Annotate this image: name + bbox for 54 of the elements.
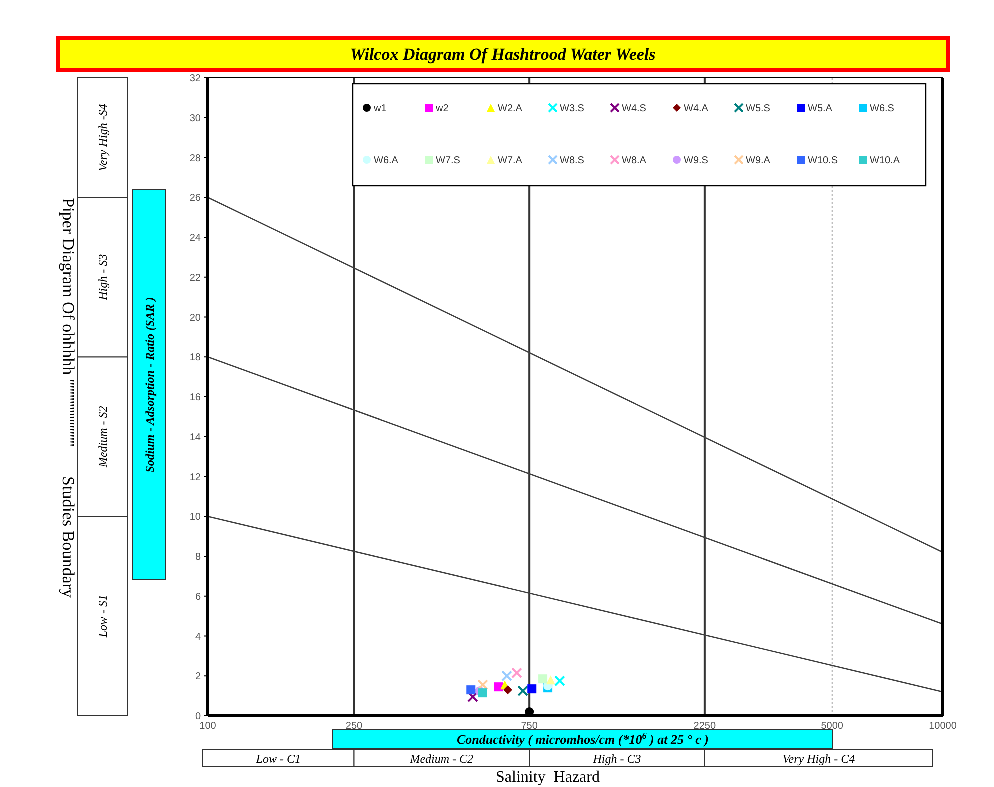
x-tick-label: 10000 xyxy=(929,721,958,732)
y-tick-label: 12 xyxy=(190,472,202,484)
legend-label: W10.S xyxy=(808,156,838,166)
y-tick-label: 28 xyxy=(190,153,202,164)
text: High - C3 xyxy=(592,752,642,766)
x-tick-label: 5000 xyxy=(821,721,844,732)
text: Very High - C4 xyxy=(782,752,856,766)
x-axis-title: Conductivity ( micromhos/cm (*10$^{6}$ ) at 25 ° c ) xyxy=(456,731,710,747)
y-tick-label: 14 xyxy=(190,432,202,444)
legend-label: W7.S xyxy=(436,156,461,166)
legend-label: W6.A xyxy=(374,156,399,166)
legend-label: W8.S xyxy=(560,156,585,166)
legend-label: W5.S xyxy=(746,104,771,114)
y-tick-label: 30 xyxy=(190,113,202,124)
x-tick-label: 750 xyxy=(521,721,538,732)
legend-label: w1 xyxy=(373,104,388,114)
y-tick-label: 26 xyxy=(190,193,202,204)
text: Low - S1 xyxy=(96,594,110,639)
legend-label: W9.S xyxy=(684,156,709,166)
legend-label: W6.S xyxy=(870,104,895,114)
text: Salinity Hazard xyxy=(496,769,600,786)
legend-label: W10.A xyxy=(870,156,900,166)
y-tick-label: 10 xyxy=(190,512,202,524)
y-tick-label: 8 xyxy=(195,552,202,563)
legend-label: W7.A xyxy=(498,156,523,166)
y-tick-label: 16 xyxy=(190,392,202,404)
y-tick-label: 22 xyxy=(190,272,202,284)
text: Low - C1 xyxy=(255,752,301,766)
y-tick-label: 4 xyxy=(195,632,202,643)
legend-label: W9.A xyxy=(746,156,771,166)
y-tick-label: 32 xyxy=(190,74,202,84)
text: Medium - S2 xyxy=(96,406,110,469)
y-tick-label: 0 xyxy=(195,712,202,722)
y-tick-label: 24 xyxy=(190,233,202,244)
legend-label: W4.S xyxy=(622,104,647,114)
legend-label: W3.S xyxy=(560,104,585,114)
y-tick-label: 18 xyxy=(190,352,202,364)
x-tick-label: 250 xyxy=(346,721,364,732)
x-tick-label: 2250 xyxy=(694,721,716,732)
legend-label: W5.A xyxy=(808,104,833,114)
legend-label: W4.A xyxy=(684,104,709,114)
legend-label: w2 xyxy=(435,104,450,114)
y-tick-label: 20 xyxy=(190,312,202,324)
text: High - S3 xyxy=(96,254,110,302)
legend-label: W8.A xyxy=(622,156,647,166)
text: Medium - C2 xyxy=(409,752,474,766)
text: Very High -S4 xyxy=(96,104,110,172)
y-tick-label: 2 xyxy=(195,672,202,683)
y-tick-label: 6 xyxy=(195,592,202,603)
chart-title: Wilcox Diagram Of Hashtrood Water Weels xyxy=(350,45,656,64)
y-axis-title: Sodium - Adsorption - Ratio (SAR ) xyxy=(143,297,157,473)
legend-label: W2.A xyxy=(498,104,523,114)
text: Piper Diagram Of ohhhhh '''''''''''''''''''''' Studies Boundary xyxy=(59,198,78,598)
x-tick-label: 100 xyxy=(200,721,217,732)
